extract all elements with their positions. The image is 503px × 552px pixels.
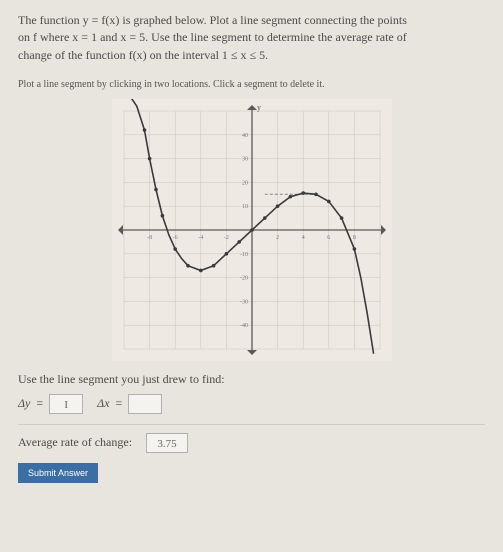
function-graph[interactable]: -8 -6 -4 -2 2 4 6 8 -40 -30 -20 -10 10 20 30 40 y	[112, 99, 392, 361]
svg-text:-2: -2	[223, 235, 228, 241]
avg-rate-label: Average rate of change:	[18, 434, 132, 451]
svg-text:-8: -8	[147, 235, 152, 241]
svg-text:10: 10	[242, 204, 248, 210]
submit-button[interactable]: Submit Answer	[18, 463, 98, 483]
svg-text:6: 6	[327, 235, 330, 241]
svg-text:20: 20	[242, 180, 248, 186]
problem-statement: The function y = f(x) is graphed below. …	[18, 12, 485, 64]
delta-y-label: Δy	[18, 396, 30, 410]
svg-text:y: y	[257, 103, 261, 112]
svg-text:-30: -30	[240, 299, 248, 305]
svg-text:30: 30	[242, 156, 248, 162]
answer-prompt: Use the line segment you just drew to fi…	[18, 371, 485, 388]
avg-rate-input[interactable]: 3.75	[146, 433, 188, 453]
svg-text:8: 8	[352, 235, 355, 241]
delta-x-label: Δx	[97, 396, 109, 410]
svg-text:2: 2	[276, 235, 279, 241]
divider	[18, 424, 485, 425]
delta-x-input[interactable]	[128, 394, 162, 414]
problem-line-3: change of the function f(x) on the inter…	[18, 48, 268, 62]
svg-text:40: 40	[242, 132, 248, 138]
svg-text:-40: -40	[240, 323, 248, 329]
problem-line-1: The function y = f(x) is graphed below. …	[18, 13, 407, 27]
svg-text:-20: -20	[240, 275, 248, 281]
svg-text:-4: -4	[198, 235, 203, 241]
svg-text:4: 4	[301, 235, 304, 241]
problem-line-2: on f where x = 1 and x = 5. Use the line…	[18, 30, 407, 44]
svg-text:-6: -6	[172, 235, 177, 241]
delta-y-input[interactable]: I	[49, 394, 83, 414]
svg-text:-10: -10	[240, 251, 248, 257]
plot-instruction: Plot a line segment by clicking in two l…	[18, 78, 485, 93]
